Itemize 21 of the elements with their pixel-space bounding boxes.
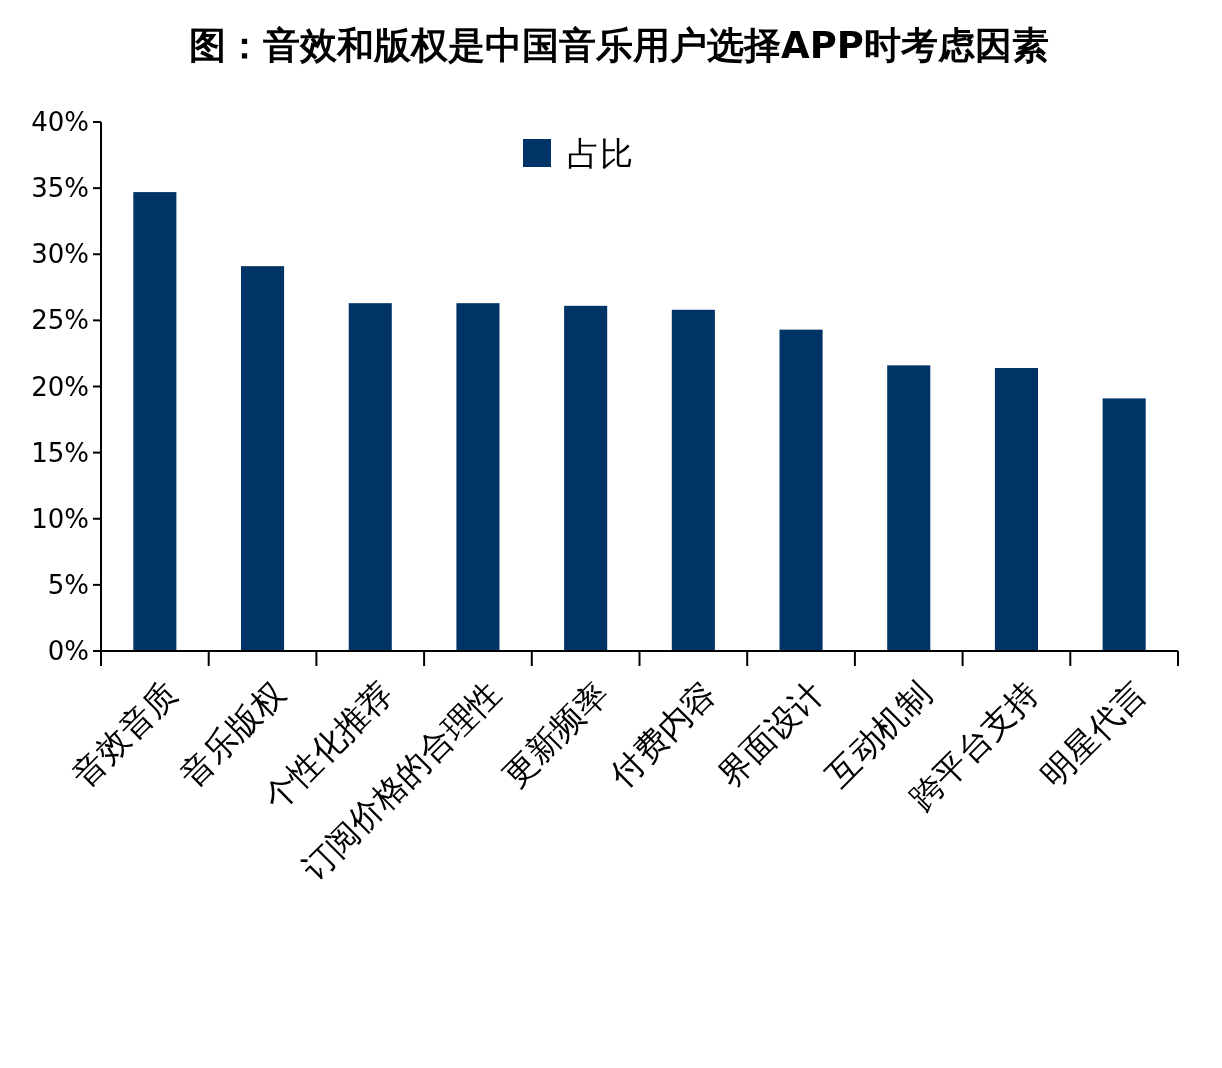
y-tick-label: 15% (31, 437, 89, 468)
bar (779, 329, 823, 651)
y-tick-label: 20% (31, 371, 89, 402)
y-tick-label: 5% (47, 569, 89, 600)
bar (1102, 398, 1146, 651)
y-tick-label: 25% (31, 305, 89, 336)
bar (564, 305, 608, 651)
bar (456, 303, 500, 651)
y-tick-label: 35% (31, 173, 89, 204)
bar (887, 365, 931, 651)
bar (348, 303, 392, 651)
y-tick-label: 10% (31, 503, 89, 534)
bar (994, 367, 1038, 651)
legend-label: 占比 (567, 133, 633, 173)
bar (133, 192, 177, 651)
y-tick-label: 30% (31, 239, 89, 270)
bar (671, 309, 715, 651)
y-tick-label: 0% (47, 636, 89, 667)
bar (241, 266, 285, 651)
chart-title: 图：音效和版权是中国音乐用户选择APP时考虑因素 (189, 24, 1049, 67)
y-tick-label: 40% (31, 107, 89, 138)
